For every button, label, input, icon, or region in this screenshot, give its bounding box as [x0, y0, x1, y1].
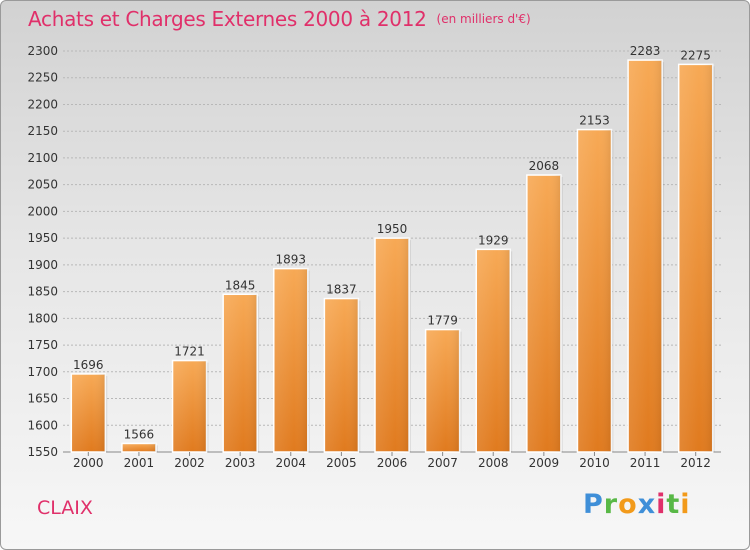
x-tick-label: 2003: [225, 456, 256, 470]
data-label: 1566: [124, 427, 155, 441]
data-label: 1721: [174, 345, 205, 359]
data-label: 2283: [630, 44, 661, 58]
y-tick-label: 2250: [27, 71, 58, 85]
bar: [171, 359, 209, 453]
logo-letter: r: [603, 489, 619, 520]
x-tick-label: 2007: [427, 456, 458, 470]
bar: [374, 237, 411, 453]
x-tick-label: 2012: [680, 456, 711, 470]
bar: [526, 174, 563, 453]
data-labels: 1696 1566 1721 1845 1893 1837 1950 1779 1929 2068…: [73, 44, 711, 441]
y-tick-label: 1750: [27, 338, 58, 352]
chart-title: Achats et Charges Externes 2000 à 2012 (e…: [28, 7, 531, 31]
logo-letter: i: [656, 489, 667, 520]
bar: [121, 442, 158, 453]
y-tick-label: 2300: [27, 44, 58, 58]
x-tick-label: 2006: [377, 456, 408, 470]
title-text: Achats et Charges Externes 2000 à 2012: [28, 7, 427, 31]
y-tick-label: 1700: [27, 365, 58, 379]
y-tick-label: 2000: [27, 204, 58, 218]
logo-letter: t: [666, 489, 681, 520]
logo-letter: x: [637, 489, 657, 520]
bars: [70, 59, 715, 453]
data-label: 1837: [326, 283, 357, 297]
x-axis-ticks: 2000 2001 2002 2003 2004 2005 2006 2007 2008 2009…: [73, 452, 711, 470]
y-tick-label: 1850: [27, 285, 58, 299]
x-tick-label: 2001: [124, 456, 155, 470]
bar: [273, 267, 310, 453]
bar: [576, 128, 614, 453]
x-tick-label: 2010: [579, 456, 610, 470]
data-label: 2068: [529, 159, 560, 173]
logo-letter: o: [618, 489, 638, 520]
x-tick-label: 2002: [174, 456, 205, 470]
bar: [323, 297, 361, 453]
y-tick-label: 1550: [27, 445, 58, 459]
bar: [424, 328, 462, 453]
y-tick-label: 2050: [27, 178, 58, 192]
logo-letter: P: [583, 489, 604, 520]
bar: [627, 59, 665, 453]
x-tick-label: 2004: [275, 456, 306, 470]
data-label: 2153: [579, 114, 610, 128]
bar: [70, 373, 108, 453]
x-tick-label: 2011: [630, 456, 661, 470]
y-tick-label: 1600: [27, 418, 58, 432]
x-tick-label: 2008: [478, 456, 509, 470]
data-label: 2275: [680, 48, 711, 62]
data-label: 1893: [275, 253, 306, 267]
x-tick-label: 2009: [529, 456, 560, 470]
y-tick-label: 2100: [27, 151, 58, 165]
bar: [677, 63, 715, 453]
bar: [222, 293, 260, 453]
y-tick-label: 1650: [27, 392, 58, 406]
logo-letter: i: [680, 489, 691, 520]
x-tick-label: 2000: [73, 456, 104, 470]
unit-note: (en milliers d'€): [436, 12, 531, 26]
y-tick-label: 1800: [27, 311, 58, 325]
data-label: 1845: [225, 278, 256, 292]
commune-name: CLAIX: [37, 497, 93, 519]
proxiti-logo[interactable]: Proxiti: [583, 489, 691, 520]
data-label: 1696: [73, 358, 104, 372]
data-label: 1779: [427, 314, 458, 328]
y-tick-label: 2150: [27, 124, 58, 138]
bar: [475, 248, 513, 453]
y-axis-ticks: 1550 1600 1650 1700 1750 1800 1850 1900 1950 2000…: [27, 44, 58, 459]
data-label: 1929: [478, 233, 509, 247]
y-tick-label: 2200: [27, 97, 58, 111]
data-label: 1950: [377, 222, 408, 236]
y-tick-label: 1900: [27, 258, 58, 272]
y-tick-label: 1950: [27, 231, 58, 245]
x-tick-label: 2005: [326, 456, 357, 470]
